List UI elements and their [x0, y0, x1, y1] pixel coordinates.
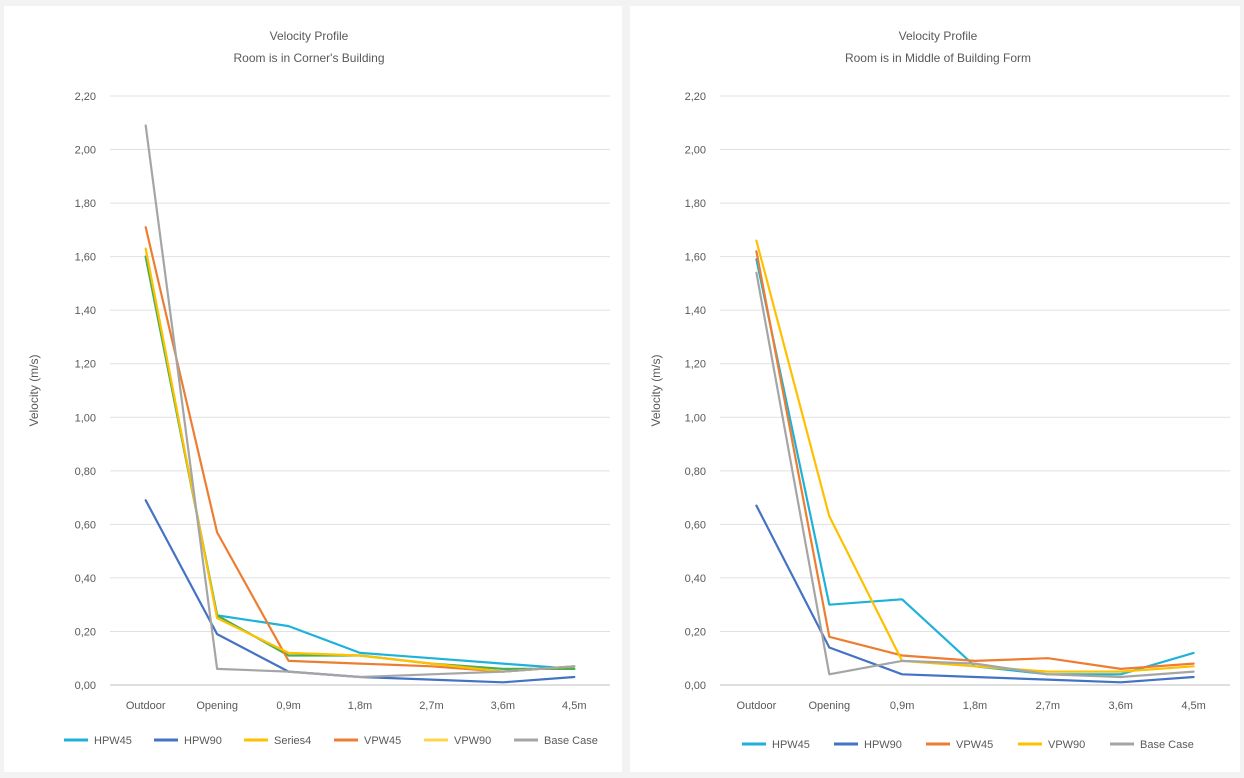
x-tick-label: 0,9m: [890, 700, 914, 712]
chart-panel-middle: Velocity Profile Room is in Middle of Bui…: [630, 6, 1240, 772]
legend-label: HPW45: [94, 735, 132, 747]
legend-item-hpw45: HPW45: [64, 735, 132, 747]
y-tick-label: 0,00: [685, 680, 706, 692]
y-tick-label: 1,40: [75, 305, 96, 317]
legend-item-vpw45: VPW45: [926, 739, 993, 751]
y-tick-label: 0,60: [75, 519, 96, 531]
series-line-hpw45: [755, 258, 1195, 676]
x-tick-label: Outdoor: [737, 700, 777, 712]
legend-label: VPW45: [956, 739, 993, 751]
x-tick-label: Opening: [808, 700, 850, 712]
legend-label: Base Case: [1140, 739, 1194, 751]
y-tick-label: 1,80: [75, 198, 96, 210]
y-tick-label: 2,00: [685, 145, 706, 157]
legend-item-hpw90: HPW90: [154, 735, 222, 747]
y-axis-label: Velocity (m/s): [27, 354, 41, 426]
legend-label: HPW90: [184, 735, 222, 747]
chart-subtitle: Room is in Middle of Building Form: [845, 51, 1031, 65]
x-tick-label: 4,5m: [562, 700, 586, 712]
y-axis-label: Velocity (m/s): [649, 354, 663, 426]
y-tick-label: 1,40: [685, 305, 706, 317]
chart-title: Velocity Profile: [899, 29, 978, 43]
legend-label: HPW45: [772, 739, 810, 751]
series-line-base-case: [144, 124, 576, 679]
y-tick-label: 1,60: [75, 252, 96, 264]
y-tick-label: 0,80: [685, 466, 706, 478]
x-tick-label: 2,7m: [419, 700, 443, 712]
x-tick-label: Opening: [196, 700, 238, 712]
y-tick-label: 1,00: [75, 412, 96, 424]
x-tick-label: 1,8m: [348, 700, 372, 712]
x-tick-label: 0,9m: [276, 700, 300, 712]
series-line-vpw45: [755, 250, 1195, 671]
legend-item-base-case: Base Case: [1110, 739, 1194, 751]
x-tick-label: 2,7m: [1036, 700, 1060, 712]
legend-item-hpw90: HPW90: [834, 739, 902, 751]
y-tick-label: 0,40: [75, 573, 96, 585]
y-tick-label: 0,60: [685, 519, 706, 531]
y-tick-label: 1,20: [75, 359, 96, 371]
legend-item-hpw45: HPW45: [742, 739, 810, 751]
legend-label: Base Case: [544, 735, 598, 747]
legend-item-vpw90: VPW90: [1018, 739, 1085, 751]
series-line-hpw90: [755, 504, 1195, 684]
y-tick-label: 2,20: [685, 91, 706, 103]
chart-middle-building: Velocity Profile Room is in Middle of Bui…: [649, 29, 1230, 751]
chart-subtitle: Room is in Corner's Building: [233, 51, 384, 65]
y-tick-label: 1,00: [685, 412, 706, 424]
y-tick-label: 1,20: [685, 359, 706, 371]
legend-item-vpw90: VPW90: [424, 735, 491, 747]
y-tick-label: 2,00: [75, 145, 96, 157]
chart-title: Velocity Profile: [270, 29, 349, 43]
x-tick-label: 3,6m: [1108, 700, 1132, 712]
legend-label: VPW45: [364, 735, 401, 747]
x-tick-label: 4,5m: [1181, 700, 1205, 712]
x-tick-label: Outdoor: [126, 700, 166, 712]
x-tick-label: 3,6m: [491, 700, 515, 712]
legend-item-vpw45: VPW45: [334, 735, 401, 747]
series-line-vpw90: [755, 239, 1195, 673]
legend-label: VPW90: [454, 735, 491, 747]
legend-item-series4: Series4: [244, 735, 311, 747]
legend-label: Series4: [274, 735, 311, 747]
legend-label: VPW90: [1048, 739, 1085, 751]
chart-corner-building: Velocity Profile Room is in Corner's Buil…: [27, 29, 610, 747]
y-tick-label: 0,40: [685, 573, 706, 585]
y-tick-label: 2,20: [75, 91, 96, 103]
y-tick-label: 0,20: [685, 626, 706, 638]
series-line-base-case: [755, 271, 1195, 679]
chart-panel-corner: Velocity Profile Room is in Corner's Buil…: [4, 6, 622, 772]
x-tick-label: 1,8m: [963, 700, 987, 712]
y-tick-label: 0,80: [75, 466, 96, 478]
y-tick-label: 1,60: [685, 252, 706, 264]
y-tick-label: 0,00: [75, 680, 96, 692]
legend-item-base-case: Base Case: [514, 735, 598, 747]
series-line-vpw45: [144, 226, 576, 673]
y-tick-label: 0,20: [75, 626, 96, 638]
y-tick-label: 1,80: [685, 198, 706, 210]
legend-label: HPW90: [864, 739, 902, 751]
